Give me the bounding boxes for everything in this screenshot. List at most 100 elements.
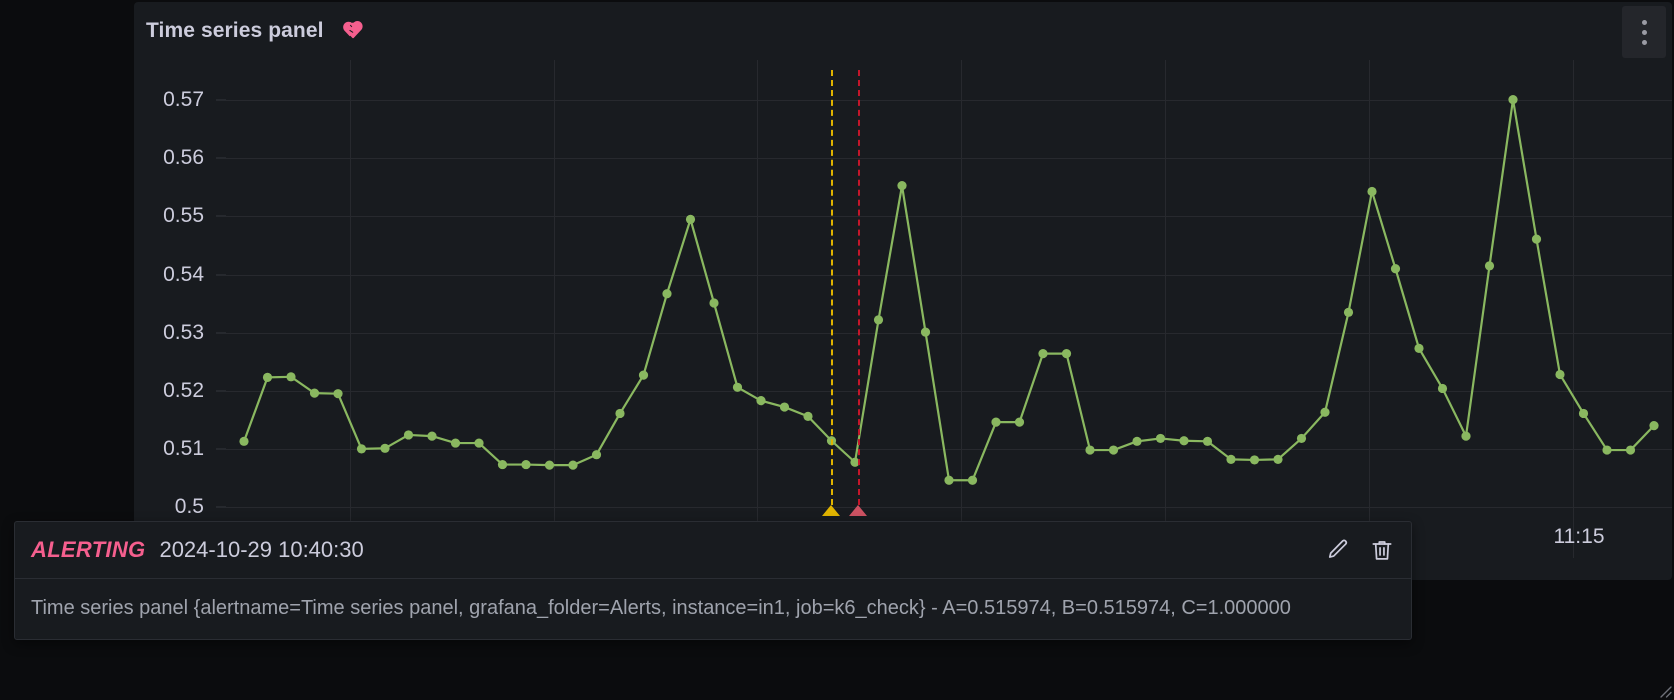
data-point[interactable] [967,475,978,485]
grid-line-horizontal [226,216,1672,218]
annotation-tooltip[interactable]: ALERTING 2024-10-29 10:40:30 [14,521,1412,640]
data-point[interactable] [1273,454,1283,464]
data-point[interactable] [544,460,555,470]
data-point[interactable] [850,457,860,467]
data-point[interactable] [286,372,296,382]
grid-line-horizontal [226,507,1672,508]
data-point[interactable] [1179,436,1189,446]
data-point[interactable] [262,372,273,383]
data-point[interactable] [403,430,414,440]
data-point[interactable] [1202,436,1213,446]
data-point[interactable] [1508,95,1518,105]
data-point[interactable] [1437,383,1448,394]
data-point[interactable] [380,443,390,453]
data-point[interactable] [450,438,461,448]
data-point[interactable] [1484,261,1495,271]
data-point[interactable] [873,315,884,325]
annotation-marker-alerting[interactable] [848,505,867,516]
data-point[interactable] [1226,454,1236,464]
annotation-marker-pending[interactable] [822,505,841,516]
annotation-header: ALERTING 2024-10-29 10:40:30 [15,522,1411,579]
data-point[interactable] [474,438,484,448]
data-point[interactable] [1414,343,1424,353]
grid-line-horizontal [226,158,1672,160]
data-point[interactable] [1155,433,1166,444]
y-axis-tick-mark [216,274,226,276]
grid-line-vertical [961,60,963,558]
data-point[interactable] [1014,417,1025,427]
y-axis-tick-mark [216,157,226,159]
data-point[interactable] [991,417,1001,427]
data-point[interactable] [1367,186,1377,197]
grid-line-vertical [1369,60,1371,558]
data-point[interactable] [1343,307,1354,317]
data-point[interactable] [239,436,249,446]
data-point[interactable] [779,402,790,412]
grid-line-horizontal [226,274,1672,276]
y-axis-tick-label: 0.57 [163,88,204,112]
series-canvas[interactable] [226,60,1672,580]
y-axis-tick-label: 0.56 [163,146,204,170]
data-point[interactable] [756,396,766,406]
grid-line-horizontal [226,332,1672,334]
data-point[interactable] [591,450,602,460]
data-point[interactable] [662,289,672,299]
data-point[interactable] [920,327,931,337]
data-point[interactable] [333,389,343,399]
annotation-text: Time series panel {alertname=Time series… [31,597,1291,619]
data-point[interactable] [427,431,437,441]
annotation-line-alerting[interactable] [857,70,860,505]
annotation-line-pending[interactable] [831,70,834,505]
data-point[interactable] [709,298,719,308]
data-point[interactable] [897,181,907,191]
pencil-icon[interactable] [1325,537,1351,563]
data-point[interactable] [732,382,743,392]
grid-line-vertical [1165,60,1167,558]
grid-line-horizontal [226,448,1672,450]
data-point[interactable] [615,408,625,419]
data-point[interactable] [1061,348,1072,359]
data-point[interactable] [309,388,320,398]
data-point[interactable] [1602,445,1612,455]
series-line-a [239,95,1659,485]
trash-icon[interactable] [1369,537,1395,563]
y-axis-tick-mark [216,506,226,508]
data-point[interactable] [803,411,813,421]
data-point[interactable] [944,475,954,485]
plot-area[interactable]: 0.5 0.51 0.52 0.53 0.54 0.55 0.56 0.57 [134,60,1672,580]
panel-menu-dot [1641,39,1647,45]
data-point[interactable] [568,460,578,470]
series-path [242,98,1656,482]
y-axis-tick-mark [216,448,226,450]
y-axis-tick-label: 0.52 [163,378,204,402]
status-badge: ALERTING [31,537,146,562]
data-point[interactable] [1320,407,1330,417]
data-point[interactable] [1461,431,1471,441]
data-point[interactable] [1531,234,1542,244]
data-point[interactable] [685,214,696,224]
data-point[interactable] [1249,455,1260,465]
y-axis-tick-label: 0.55 [163,204,204,228]
data-point[interactable] [1390,264,1401,274]
panel-resize-handle[interactable] [1654,680,1672,698]
data-point[interactable] [1578,408,1589,419]
panel-header: Time series panel [134,2,1672,60]
data-point[interactable] [1649,421,1659,431]
data-point[interactable] [521,459,531,470]
y-axis-tick-label: 0.53 [163,320,204,344]
annotation-timestamp: 2024-10-29 10:40:30 [159,537,364,562]
data-point[interactable] [1555,369,1565,380]
annotation-actions [1325,537,1395,563]
data-point[interactable] [497,459,508,470]
data-point[interactable] [1085,445,1095,455]
data-point[interactable] [356,444,367,454]
data-point[interactable] [1132,436,1142,446]
broken-heart-icon[interactable] [340,18,366,44]
data-point[interactable] [1038,348,1048,359]
panel-menu-button[interactable] [1622,6,1666,58]
data-point[interactable] [1296,433,1307,444]
data-point[interactable] [1108,445,1119,455]
data-point[interactable] [1625,445,1636,455]
data-point[interactable] [638,370,649,380]
